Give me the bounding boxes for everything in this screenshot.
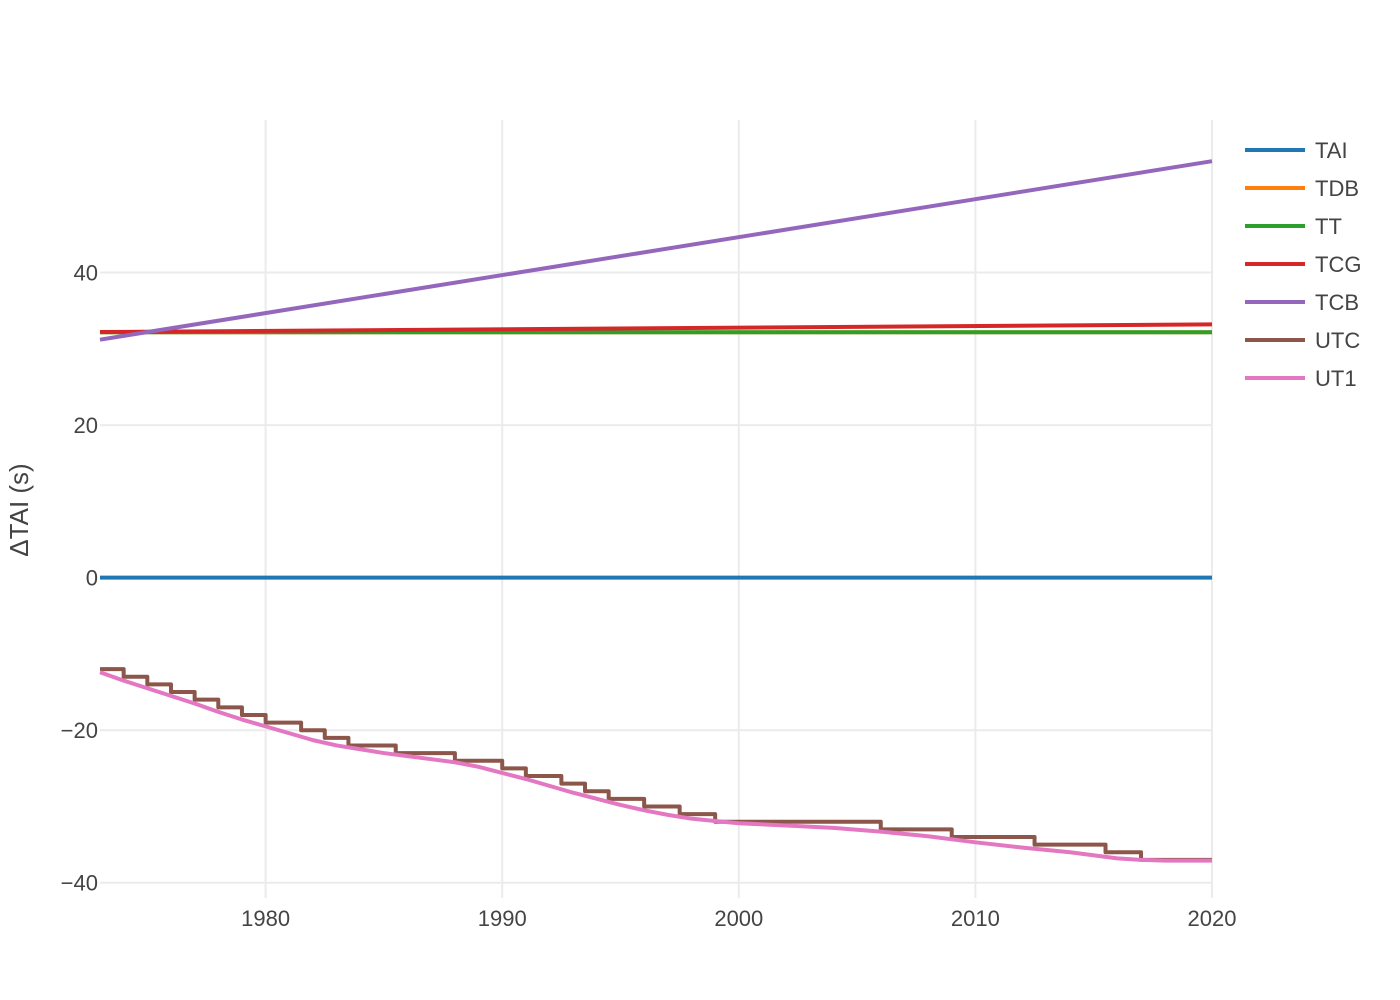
y-tick-label: 20	[74, 413, 98, 438]
legend-item-tdb[interactable]: TDB	[1245, 176, 1359, 201]
legend-label: UT1	[1315, 366, 1357, 391]
legend-label: UTC	[1315, 328, 1360, 353]
x-tick-label: 1980	[241, 906, 290, 931]
x-tick-label: 2010	[951, 906, 1000, 931]
legend-label: TAI	[1315, 138, 1348, 163]
x-tick-label: 1990	[478, 906, 527, 931]
y-tick-label: −20	[61, 718, 98, 743]
series-line-tcb	[99, 159, 1213, 342]
legend-label: TDB	[1315, 176, 1359, 201]
legend[interactable]: TAI TDB TT TCG TCB UTC UT1	[1245, 138, 1361, 391]
legend-item-utc[interactable]: UTC	[1245, 328, 1360, 353]
y-tick-label: 40	[74, 261, 98, 286]
legend-item-tcb[interactable]: TCB	[1245, 290, 1359, 315]
x-tick-label: 2000	[714, 906, 763, 931]
series-line-tcg	[99, 322, 1213, 335]
y-tick-label: 0	[86, 566, 98, 591]
x-axis-ticks: 1980 1990 2000 2010 2020	[241, 906, 1236, 931]
legend-label: TCG	[1315, 252, 1361, 277]
x-tick-label: 2020	[1188, 906, 1237, 931]
legend-item-tcg[interactable]: TCG	[1245, 252, 1361, 277]
legend-label: TCB	[1315, 290, 1359, 315]
series-lines	[99, 159, 1213, 863]
series-line-ut1	[99, 670, 1212, 863]
gridlines	[100, 120, 1213, 898]
legend-item-tt[interactable]: TT	[1245, 214, 1342, 239]
legend-item-tai[interactable]: TAI	[1245, 138, 1348, 163]
series-line-utc	[100, 667, 1212, 862]
y-axis-ticks: −40 −20 0 20 40	[61, 261, 98, 896]
y-tick-label: −40	[61, 871, 98, 896]
legend-item-ut1[interactable]: UT1	[1245, 366, 1357, 391]
legend-label: TT	[1315, 214, 1342, 239]
y-axis-title: ΔTAI (s)	[4, 463, 34, 556]
